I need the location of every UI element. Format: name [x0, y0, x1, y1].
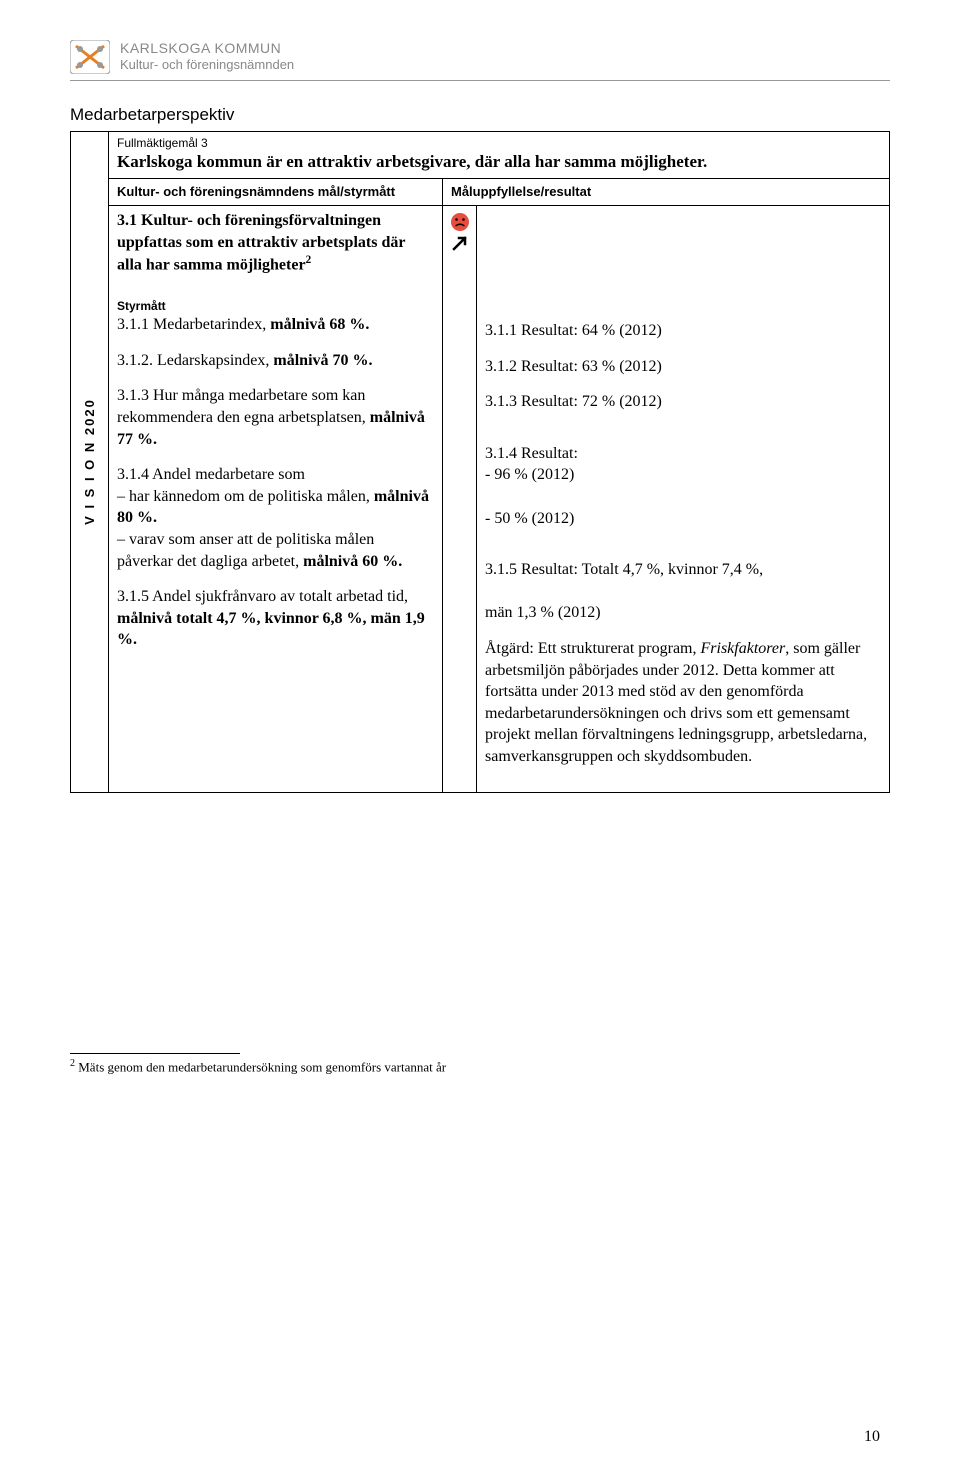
footnote-text: Mäts genom den medarbetarundersökning so…	[75, 1059, 446, 1074]
measure-1: 3.1.1 Medarbetarindex, målnivå 68 %.	[117, 314, 434, 336]
result-action: Åtgärd: Ett strukturerat program, Friskf…	[485, 638, 881, 768]
vision-column: V I S I O N 2020	[71, 132, 109, 792]
measure-2: 3.1.2. Ledarskapsindex, målnivå 70 %.	[117, 350, 434, 372]
measure-3: 3.1.3 Hur många medarbetare som kan reko…	[117, 385, 434, 450]
left-header-text: Kultur- och föreningsnämndens mål/styrmå…	[117, 184, 395, 199]
footnote-separator	[70, 1053, 240, 1054]
goal-table: V I S I O N 2020 Fullmäktigemål 3 Karlsk…	[70, 131, 890, 793]
measure-5: 3.1.5 Andel sjukfrånvaro av totalt arbet…	[117, 586, 434, 651]
results-cell: 3.1.1 Resultat: 64 % (2012) 3.1.2 Result…	[477, 206, 889, 792]
result-1: 3.1.1 Resultat: 64 % (2012)	[485, 320, 881, 342]
page-number: 10	[864, 1428, 880, 1446]
spacer	[485, 543, 881, 559]
spacer	[485, 210, 881, 320]
vision-label: V I S I O N 2020	[82, 398, 97, 525]
measure-4: 3.1.4 Andel medarbetare som– har kännedo…	[117, 464, 434, 572]
result-5: 3.1.5 Resultat: Totalt 4,7 %, kvinnor 7,…	[485, 559, 881, 624]
column-headers-row: Kultur- och föreningsnämndens mål/styrmå…	[109, 179, 889, 206]
document-page: KARLSKOGA KOMMUN Kultur- och föreningsnä…	[0, 0, 960, 1476]
result-2: 3.1.2 Resultat: 63 % (2012)	[485, 356, 881, 378]
section-title: Medarbetarperspektiv	[70, 105, 890, 125]
result-5a: 3.1.5 Resultat: Totalt 4,7 %, kvinnor 7,…	[485, 561, 763, 578]
page-header: KARLSKOGA KOMMUN Kultur- och föreningsnä…	[70, 40, 890, 81]
status-icons	[445, 212, 474, 252]
right-column-header: Måluppfyllelse/resultat	[443, 179, 889, 205]
org-block: KARLSKOGA KOMMUN Kultur- och föreningsnä…	[120, 40, 294, 72]
result-4a: - 96 % (2012)	[485, 466, 574, 483]
municipality-logo-icon	[70, 40, 110, 74]
status-icon-cell	[443, 206, 477, 792]
main-goal-sup: 2	[306, 254, 312, 266]
result-5b: män 1,3 % (2012)	[485, 604, 601, 621]
left-column-header: Kultur- och föreningsnämndens mål/styrmå…	[109, 179, 443, 205]
main-goal-a: 3.1 Kultur- och föreningsförvaltningen u…	[117, 212, 405, 274]
styrmatt-label: Styrmått	[117, 298, 434, 314]
result-4-label: 3.1.4 Resultat:	[485, 445, 578, 462]
body-row: 3.1 Kultur- och föreningsförvaltningen u…	[109, 206, 889, 792]
measures-cell: 3.1 Kultur- och föreningsförvaltningen u…	[109, 206, 443, 792]
result-4b: - 50 % (2012)	[485, 510, 574, 527]
result-3: 3.1.3 Resultat: 72 % (2012)	[485, 391, 881, 413]
goal-label: Fullmäktigemål 3	[117, 136, 881, 150]
right-header-text: Måluppfyllelse/resultat	[451, 184, 591, 199]
org-name: KARLSKOGA KOMMUN	[120, 40, 294, 57]
org-subtitle: Kultur- och föreningsnämnden	[120, 57, 294, 73]
spacer	[485, 427, 881, 443]
arrow-up-right-icon	[451, 234, 469, 252]
main-goal-text: 3.1 Kultur- och föreningsförvaltningen u…	[117, 210, 434, 276]
goal-header-row: Fullmäktigemål 3 Karlskoga kommun är en …	[109, 132, 889, 179]
footnote: 2 Mäts genom den medarbetarundersökning …	[70, 1058, 890, 1075]
content-column: Fullmäktigemål 3 Karlskoga kommun är en …	[109, 132, 889, 792]
goal-title: Karlskoga kommun är en attraktiv arbetsg…	[117, 152, 881, 172]
result-4: 3.1.4 Resultat: - 96 % (2012) - 50 % (20…	[485, 443, 881, 529]
sad-face-icon	[450, 212, 470, 232]
